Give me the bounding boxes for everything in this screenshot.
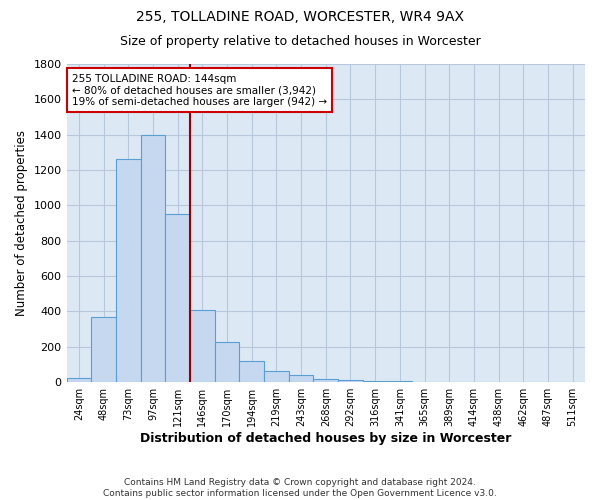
Bar <box>215 342 239 382</box>
Text: Contains HM Land Registry data © Crown copyright and database right 2024.
Contai: Contains HM Land Registry data © Crown c… <box>103 478 497 498</box>
Bar <box>264 370 289 382</box>
Text: Size of property relative to detached houses in Worcester: Size of property relative to detached ho… <box>119 35 481 48</box>
Text: 255 TOLLADINE ROAD: 144sqm
← 80% of detached houses are smaller (3,942)
19% of s: 255 TOLLADINE ROAD: 144sqm ← 80% of deta… <box>72 74 327 106</box>
Y-axis label: Number of detached properties: Number of detached properties <box>15 130 28 316</box>
Bar <box>313 378 338 382</box>
Bar <box>190 310 215 382</box>
Text: 255, TOLLADINE ROAD, WORCESTER, WR4 9AX: 255, TOLLADINE ROAD, WORCESTER, WR4 9AX <box>136 10 464 24</box>
Bar <box>338 380 363 382</box>
Bar <box>67 378 91 382</box>
Bar <box>140 134 165 382</box>
Bar <box>165 214 190 382</box>
Bar <box>91 317 116 382</box>
X-axis label: Distribution of detached houses by size in Worcester: Distribution of detached houses by size … <box>140 432 511 445</box>
Bar <box>289 375 313 382</box>
Bar <box>363 381 388 382</box>
Bar <box>239 361 264 382</box>
Bar <box>116 160 140 382</box>
